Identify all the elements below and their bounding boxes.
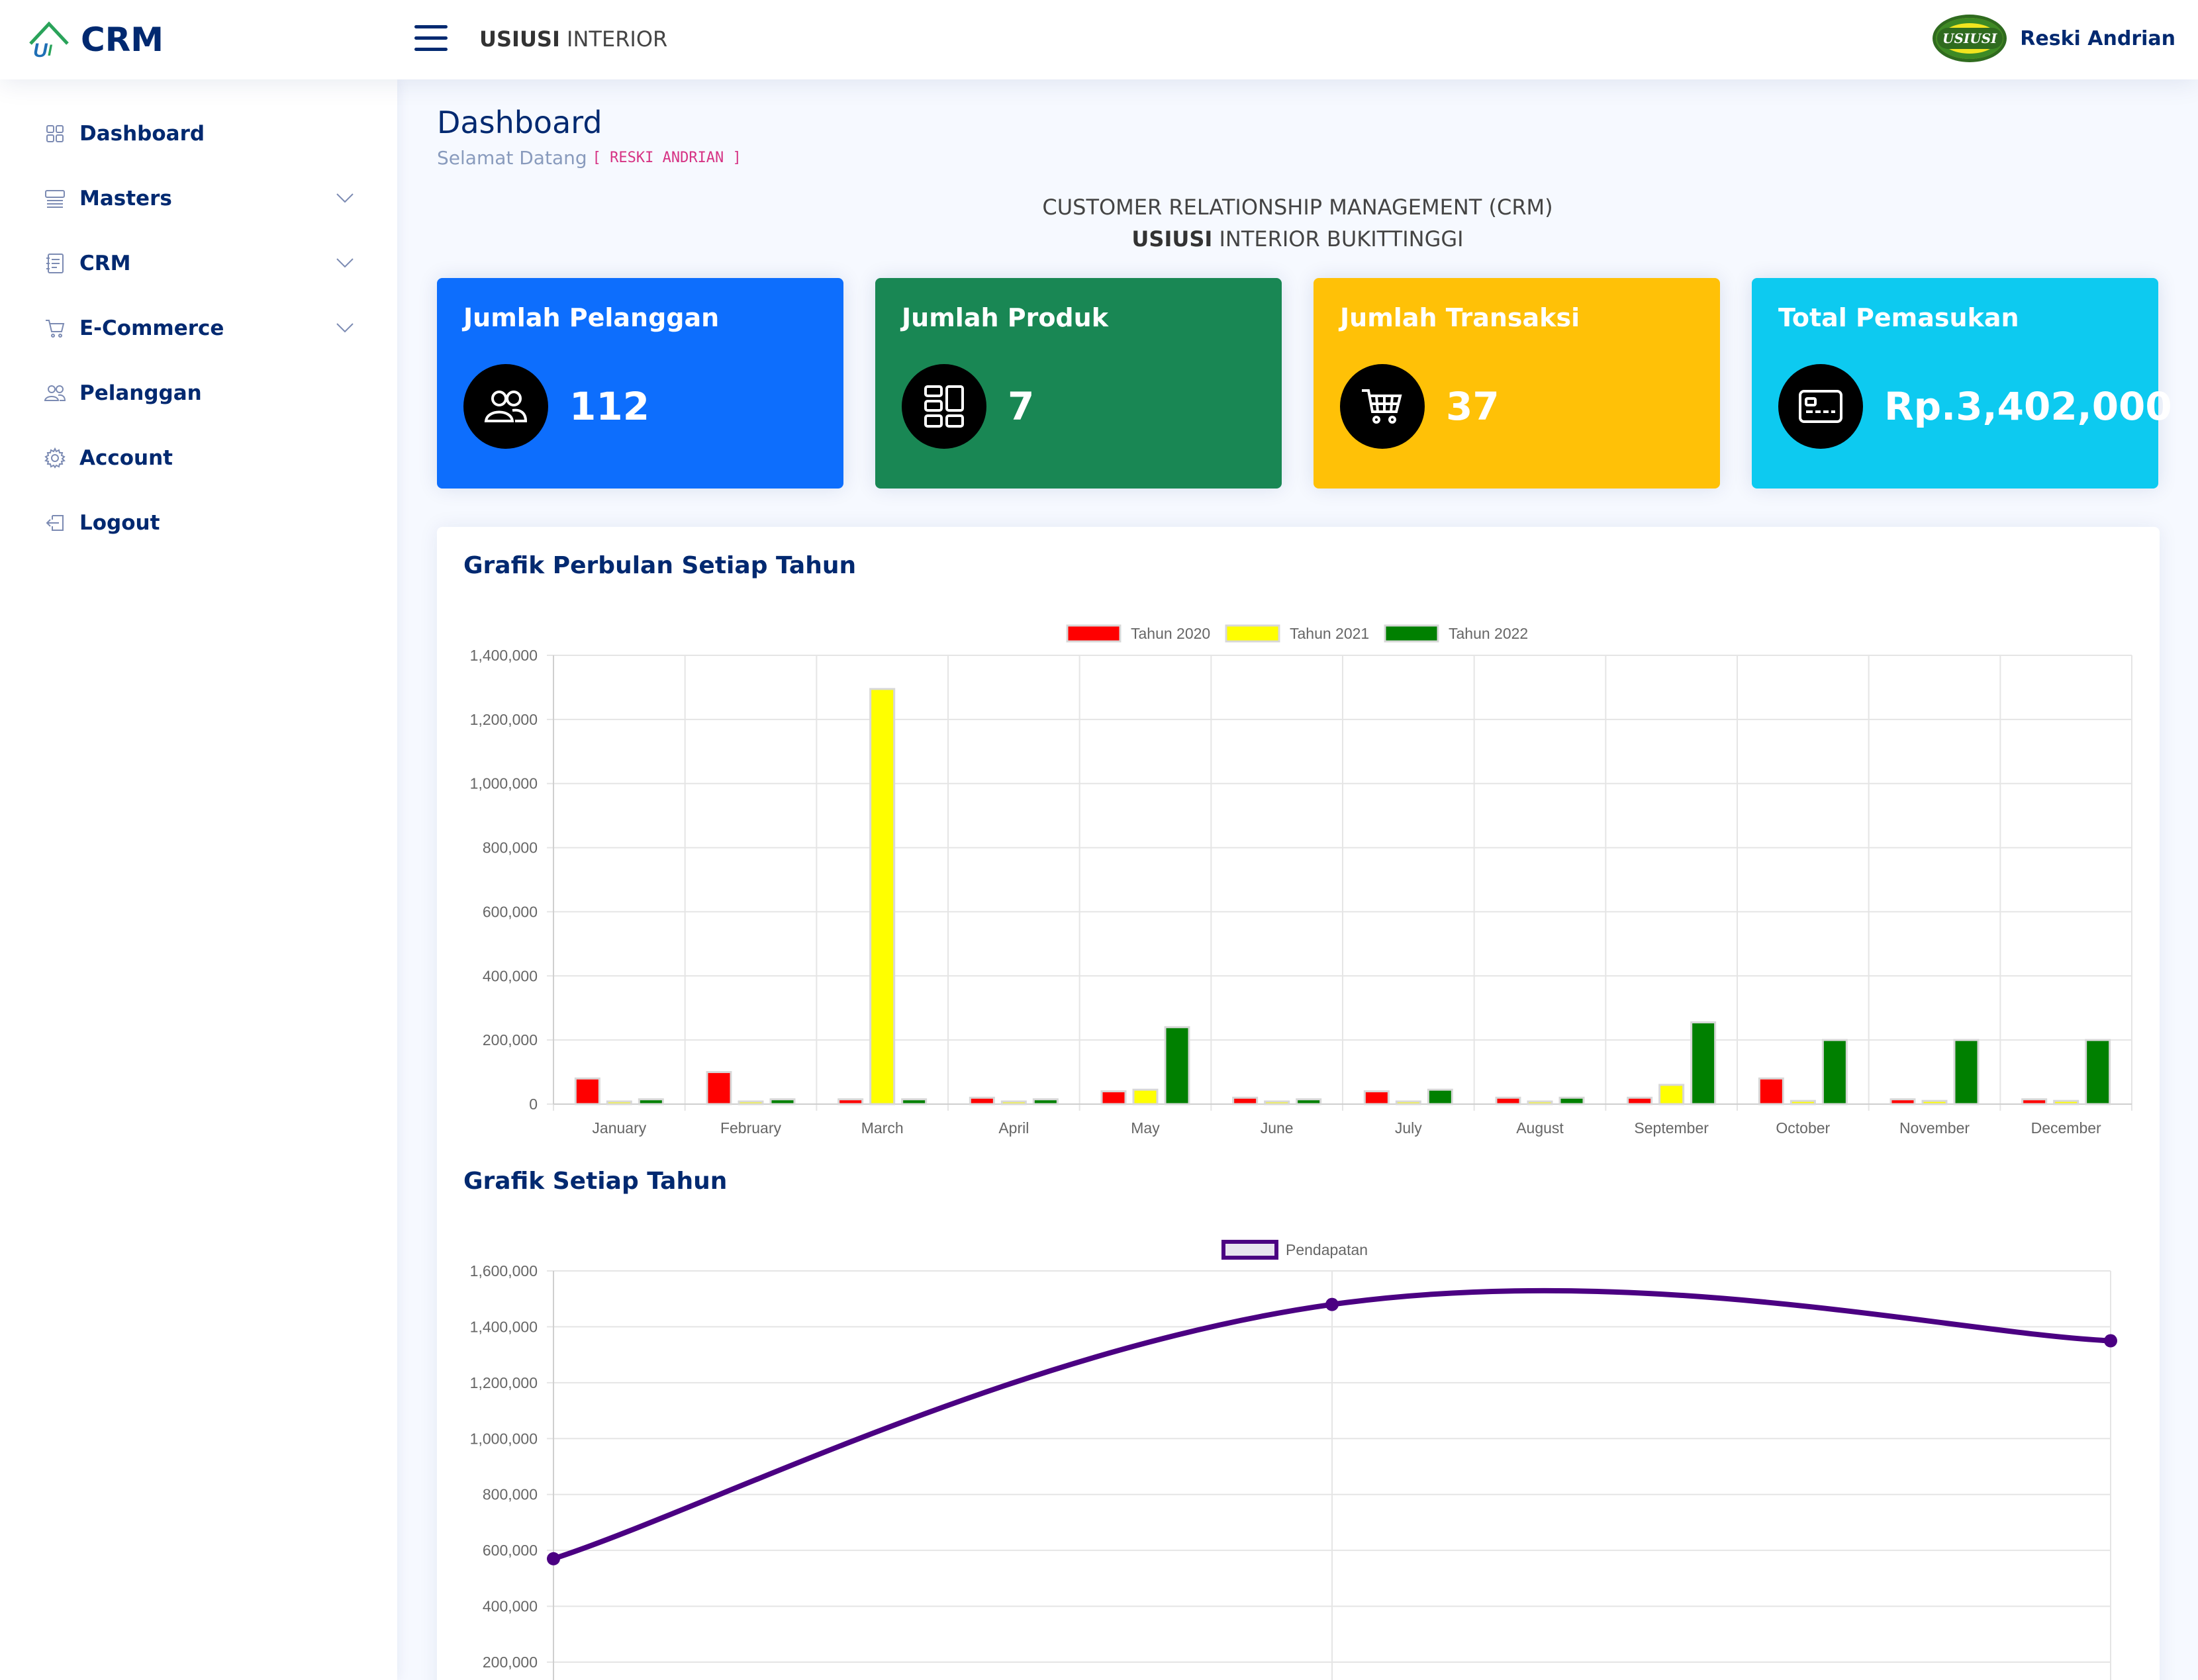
journal-text-icon <box>44 252 66 275</box>
chevron-down-icon <box>336 193 354 203</box>
sidebar-item-account[interactable]: Account <box>44 438 355 478</box>
card-jumlah-pelanggan: Jumlah Pelanggan 112 <box>437 278 843 489</box>
brand-rest: INTERIOR <box>559 26 668 52</box>
sidebar-item-pelanggan[interactable]: Pelanggan <box>44 373 355 413</box>
monthly-chart-title: Grafik Perbulan Setiap Tahun <box>463 552 857 579</box>
sidebar-item-label: Pelanggan <box>79 381 202 405</box>
card-value: Rp.3,402,000 <box>1884 384 2172 429</box>
card-total-pemasukan: Total Pemasukan Rp.3,402,000 <box>1752 278 2172 489</box>
welcome-label: Selamat Datang <box>437 147 587 169</box>
sidebar-item-label: E-Commerce <box>79 316 224 340</box>
hamburger-line <box>414 25 448 28</box>
layout-icon <box>902 364 986 449</box>
card-value: 7 <box>1008 384 1035 429</box>
toggle-sidebar-button[interactable] <box>414 25 448 54</box>
card-value: 112 <box>569 384 650 429</box>
card-title: Total Pemasukan <box>1778 303 2019 332</box>
welcome-text: Selamat Datang [ RESKI ANDRIAN ] <box>437 147 741 169</box>
card-jumlah-transaksi: Jumlah Transaksi 37 <box>1314 278 1720 489</box>
svg-text:U: U <box>33 40 48 61</box>
sidebar-item-dashboard[interactable]: Dashboard <box>44 114 355 154</box>
cart-icon <box>44 317 66 340</box>
svg-text:I: I <box>48 42 53 60</box>
crm-subtitle-bold: USIUSI <box>1131 226 1213 252</box>
cart-icon <box>1340 364 1425 449</box>
hamburger-line <box>414 36 448 40</box>
chart-panel: Grafik Perbulan Setiap Tahun Grafik Seti… <box>437 527 2160 1680</box>
sidebar-item-label: Dashboard <box>79 122 205 146</box>
yearly-chart-title: Grafik Setiap Tahun <box>463 1168 728 1195</box>
top-header: U I CRM USIUSI INTERIOR USIUSI Reski And… <box>0 0 2198 79</box>
card-jumlah-produk: Jumlah Produk 7 <box>875 278 1282 489</box>
sidebar-item-label: CRM <box>79 252 131 275</box>
menu-button-icon <box>44 187 66 210</box>
grid-icon <box>44 122 66 145</box>
box-arrow-in-left-icon <box>44 512 66 534</box>
sidebar-item-masters[interactable]: Masters <box>44 179 355 218</box>
sidebar-item-ecommerce[interactable]: E-Commerce <box>44 308 355 348</box>
logo[interactable]: U I CRM <box>26 19 164 61</box>
sidebar-item-label: Account <box>79 446 173 470</box>
logo-mark-icon: U I <box>29 21 69 61</box>
sidebar-item-crm[interactable]: CRM <box>44 244 355 283</box>
brand-name: USIUSI INTERIOR <box>479 26 667 52</box>
crm-subtitle-rest: INTERIOR BUKITTINGGI <box>1212 226 1464 252</box>
brand-bold: USIUSI <box>479 26 560 52</box>
welcome-user: [ RESKI ANDRIAN ] <box>592 150 741 166</box>
card-title: Jumlah Pelanggan <box>463 303 720 332</box>
people-icon <box>44 382 66 404</box>
card-title: Jumlah Produk <box>902 303 1108 332</box>
page-title: Dashboard <box>437 105 602 140</box>
sidebar: Dashboard Masters CRM E-Commerce Pelangg… <box>0 79 397 1680</box>
sidebar-item-label: Logout <box>79 511 160 535</box>
gear-icon <box>44 447 66 469</box>
sidebar-item-label: Masters <box>79 187 172 210</box>
user-name[interactable]: Reski Andrian <box>2020 26 2175 50</box>
card-value: 37 <box>1446 384 1500 429</box>
avatar[interactable]: USIUSI <box>1933 15 2007 62</box>
chevron-down-icon <box>336 258 354 268</box>
avatar-text: USIUSI <box>1937 28 2003 49</box>
hamburger-line <box>414 48 448 51</box>
sidebar-item-logout[interactable]: Logout <box>44 503 355 543</box>
logo-text: CRM <box>81 21 164 59</box>
people-icon <box>463 364 548 449</box>
credit-card-icon <box>1778 364 1863 449</box>
user-profile[interactable]: USIUSI Reski Andrian <box>1933 15 2175 62</box>
crm-subtitle: USIUSI INTERIOR BUKITTINGGI <box>662 226 1933 252</box>
card-title: Jumlah Transaksi <box>1340 303 1580 332</box>
chevron-down-icon <box>336 323 354 333</box>
crm-title: CUSTOMER RELATIONSHIP MANAGEMENT (CRM) <box>1042 195 1553 220</box>
